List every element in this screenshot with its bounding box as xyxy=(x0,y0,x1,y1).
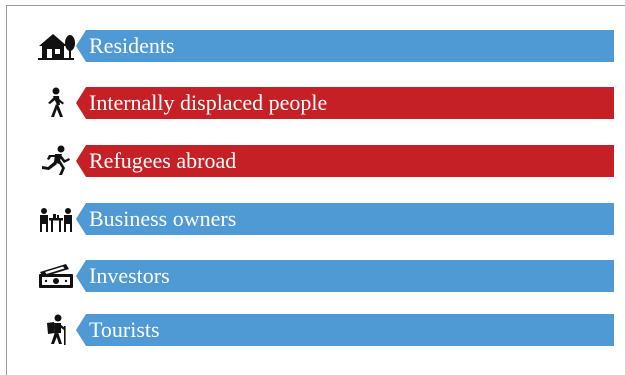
row-tourists: Tourists xyxy=(36,314,616,346)
row-investors: Investors xyxy=(36,260,616,292)
diagram-frame xyxy=(6,5,625,375)
bar-refugees-abroad: Refugees abroad xyxy=(76,145,614,177)
bar-investors: Investors xyxy=(76,260,614,292)
hiker-icon xyxy=(36,314,76,346)
walking-person-icon xyxy=(36,87,76,119)
label-residents: Residents xyxy=(89,33,175,58)
bar-internally-displaced: Internally displaced people xyxy=(76,87,614,119)
row-business-owners: Business owners xyxy=(36,203,616,235)
label-business-owners: Business owners xyxy=(89,206,237,231)
bar-business-owners: Business owners xyxy=(76,203,614,235)
bar-tourists: Tourists xyxy=(76,314,614,346)
house-icon xyxy=(36,30,76,62)
row-residents: Residents xyxy=(36,30,616,62)
label-tourists: Tourists xyxy=(89,317,160,342)
row-refugees-abroad: Refugees abroad xyxy=(36,145,616,177)
row-internally-displaced: Internally displaced people xyxy=(36,87,616,119)
running-person-icon xyxy=(36,145,76,177)
label-refugees-abroad: Refugees abroad xyxy=(89,148,237,173)
label-internally-displaced: Internally displaced people xyxy=(89,90,328,115)
bar-residents: Residents xyxy=(76,30,614,62)
business-meeting-icon xyxy=(36,203,76,235)
money-stack-icon xyxy=(36,260,76,292)
label-investors: Investors xyxy=(89,263,170,288)
